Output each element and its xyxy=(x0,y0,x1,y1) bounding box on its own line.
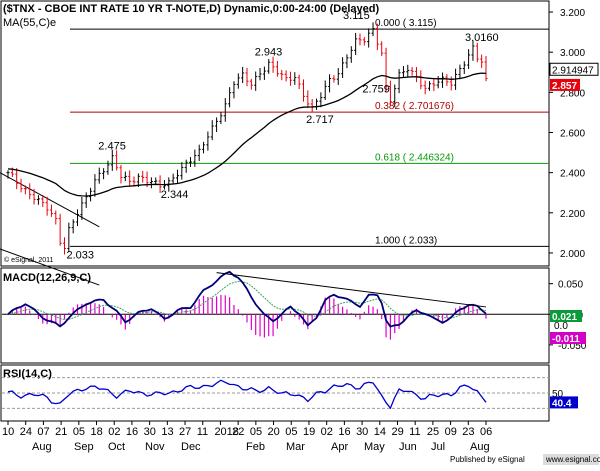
y-tick-label: -0.050 xyxy=(558,341,587,352)
badge-rsi-text: 40.4 xyxy=(552,398,572,409)
x-month-label: Sep xyxy=(74,441,94,453)
macd-trendline xyxy=(216,272,487,308)
macd-title: MACD(12,26,9,C) xyxy=(3,272,91,284)
x-month-label: Oct xyxy=(108,441,125,453)
x-day-label: 22 xyxy=(232,426,244,438)
x-day-label: 25 xyxy=(427,426,439,438)
badge-macd-zero-text: 0.0 xyxy=(554,321,568,332)
x-day-label: 11 xyxy=(197,426,208,438)
x-month-label: Nov xyxy=(145,441,165,453)
x-day-label: 07 xyxy=(37,426,49,438)
x-day-label: 20 xyxy=(268,426,280,438)
x-month-label: Dec xyxy=(181,441,201,453)
badge-macd-signal-text: 0.021 xyxy=(552,312,577,323)
x-day-label: 05 xyxy=(73,426,85,438)
x-month-label: May xyxy=(364,441,385,453)
price-annotation: 2.344 xyxy=(161,189,189,201)
badge-macd-signal-box xyxy=(550,310,582,322)
x-day-label: 24 xyxy=(20,426,32,438)
x-day-label: 19 xyxy=(303,426,315,438)
badge-upper-text: 2.914947 xyxy=(552,65,594,76)
x-month-label: Jul xyxy=(431,441,445,453)
x-month-label: Aug xyxy=(32,441,52,453)
x-day-label: 10 xyxy=(2,426,14,438)
macd-line xyxy=(7,270,487,328)
rsi-title: RSI(14,C) xyxy=(3,368,52,380)
x-day-label: 21 xyxy=(55,426,67,438)
x-day-label: 05 xyxy=(250,426,262,438)
x-day-label: 06 xyxy=(480,426,492,438)
x-month-label: Jun xyxy=(399,441,417,453)
y-tick-label: 0.050 xyxy=(558,280,583,291)
x-day-label: 11 xyxy=(409,426,420,438)
x-month-label: Feb xyxy=(246,441,265,453)
badge-macd-hist-box xyxy=(550,332,586,344)
macd-signal-line xyxy=(7,280,487,321)
y-tick-label: 2.000 xyxy=(560,249,585,260)
macd-panel-frame xyxy=(0,267,550,364)
y-tick-label: 2.600 xyxy=(560,128,585,139)
footer-published: Published by eSignal xyxy=(450,455,525,464)
badge-rsi-level-text: 50 xyxy=(552,389,564,400)
ma-label: MA(55,C)e xyxy=(3,17,56,29)
y-tick-label: 3.200 xyxy=(560,8,585,19)
x-day-label: 30 xyxy=(356,426,368,438)
badge-current-box xyxy=(550,78,580,91)
x-day-label: 09 xyxy=(445,426,457,438)
x-day-label: 2018 xyxy=(214,426,238,438)
fib-label: 0.000 ( 3.115) xyxy=(375,18,437,29)
price-layer: 3.200 3.000 2.800 2.600 2.400 2.200 2.000 0.000… xyxy=(0,8,599,286)
x-day-label: 02 xyxy=(321,426,333,438)
chart-title: ($TNX - CBOE INT RATE 10 YR T-NOTE,D) Dy… xyxy=(3,3,379,15)
y-tick-label: 2.800 xyxy=(560,88,585,99)
price-panel-frame xyxy=(0,0,550,267)
x-day-label: 30 xyxy=(144,426,156,438)
badge-macd-hist-text: -0.011 xyxy=(552,334,580,345)
price-annotation: 3.115 xyxy=(343,10,370,22)
x-day-label: 27 xyxy=(179,426,191,438)
badge-rsi-box xyxy=(550,396,578,409)
badge-current-text: 2.857 xyxy=(552,81,577,92)
x-month-label: Apr xyxy=(331,441,348,453)
fib-label: 0.382 ( 2.701676) xyxy=(375,101,454,112)
y-tick-label: 2.200 xyxy=(560,209,585,220)
fib-label: 0.618 ( 2.446324) xyxy=(375,152,454,163)
price-annotation: 2.717 xyxy=(306,114,334,126)
price-annotation: 3.0160 xyxy=(465,32,499,44)
price-annotation: 2.033 xyxy=(66,249,94,261)
x-day-label: 16 xyxy=(338,426,350,438)
x-day-label: 13 xyxy=(161,426,173,438)
price-annotation: 2.759 xyxy=(362,84,390,96)
price-annotation: 2.475 xyxy=(98,141,126,153)
copyright: © eSignal, 2011 xyxy=(4,256,54,264)
x-day-label: 23 xyxy=(462,426,474,438)
ma-line xyxy=(7,72,487,197)
x-day-label: 16 xyxy=(126,426,138,438)
footer-site: www.esignal.com xyxy=(545,455,600,464)
footer-site-box xyxy=(543,454,599,465)
y-tick-label: 3.000 xyxy=(560,48,585,59)
x-month-label: Mar xyxy=(286,441,305,453)
badge-upper-box xyxy=(549,62,599,76)
rsi-line xyxy=(7,379,487,410)
x-month-label: Aug xyxy=(470,441,490,453)
y-tick-label: 2.400 xyxy=(560,169,585,180)
trend-channel-line xyxy=(0,248,100,286)
x-day-label: 05 xyxy=(285,426,297,438)
x-day-label: 29 xyxy=(391,426,403,438)
price-annotation: 2.943 xyxy=(255,47,283,59)
x-day-label: 14 xyxy=(374,426,386,438)
x-day-label: 02 xyxy=(108,426,120,438)
fib-label: 1.000 ( 2.033) xyxy=(375,235,437,246)
x-day-label: 18 xyxy=(91,426,103,438)
